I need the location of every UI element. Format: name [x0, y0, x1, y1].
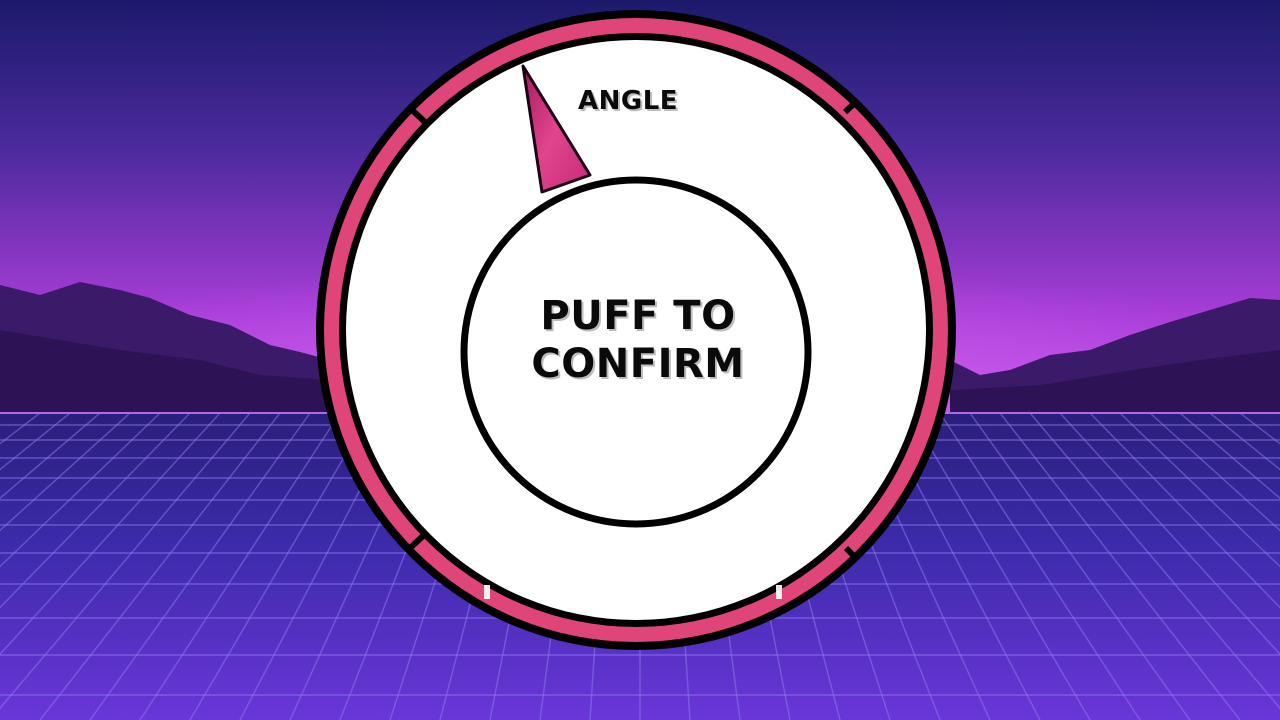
puff-to-confirm-label[interactable]: PUFF TO CONFIRM — [465, 292, 811, 388]
center-label-line1: PUFF TO — [540, 293, 736, 339]
dial-ticks — [407, 97, 861, 563]
center-label-line2: CONFIRM — [531, 341, 745, 387]
confirm-circle[interactable] — [460, 176, 812, 528]
angle-label: ANGLE — [578, 86, 679, 116]
triangle-pointer-icon — [521, 64, 592, 194]
hidden-bottom-marks — [484, 585, 782, 599]
